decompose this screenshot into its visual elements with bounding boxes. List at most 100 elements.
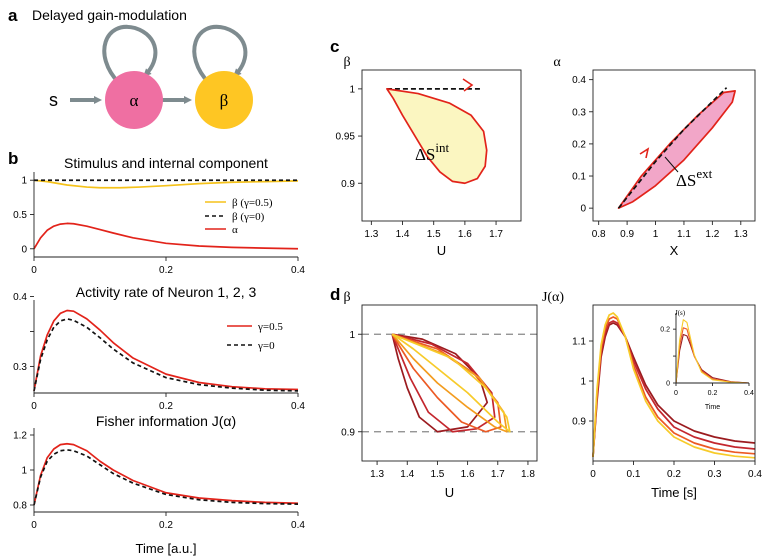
d3-x-tick-label: 0.2 (708, 390, 718, 397)
beta-self-loop-arrow (192, 24, 248, 85)
b3-x-tick-label: 0.4 (291, 520, 305, 531)
b3-x-axis-label: Time [a.u.] (136, 541, 197, 556)
d3-x-axis-label: Time (705, 404, 720, 411)
annotation-pointer-delta-s-ext (664, 156, 679, 173)
b2-title: Activity rate of Neuron 1, 2, 3 (76, 284, 257, 300)
d3-y-axis-label: J(s) (675, 309, 686, 317)
d1-series-loop-4 (391, 333, 508, 433)
d1-x-tick-label: 1.6 (461, 469, 475, 480)
b2-x-tick-label: 0 (31, 401, 37, 412)
c2-x-tick-label: 0.8 (592, 229, 606, 240)
d2-y-tick-label: 1 (580, 377, 586, 388)
c2-y-tick-label: 0.1 (572, 172, 586, 183)
legend-label-gamma0: γ=0 (257, 340, 275, 352)
b3-y-tick-label: 0.8 (13, 501, 27, 512)
b1-y-tick-label: 0 (21, 244, 27, 255)
c1-y-axis-label: β (343, 55, 350, 70)
b3-y-tick-label: 1 (21, 466, 27, 477)
panel-label-d: d (330, 285, 340, 304)
b1-y-tick-label: 0.5 (13, 210, 27, 221)
d2-y-tick-label: 0.9 (572, 417, 586, 428)
chart-j-alpha-time: 0 0.1 0.2 0.3 0.4 0.9 1 1.1 Time [s] J(α) (542, 290, 762, 500)
c2-axes-frame (592, 69, 756, 222)
b3-x-tick-label: 0.2 (159, 520, 173, 531)
legend-label-beta-gamma0: β (γ=0) (232, 211, 265, 223)
beta-node-label: β (220, 91, 229, 110)
d1-x-tick-label: 1.3 (370, 469, 384, 480)
d2-x-tick-label: 0.3 (708, 469, 722, 480)
b1-x-tick-label: 0.4 (291, 265, 305, 276)
d2-series-curve-4 (592, 312, 756, 459)
b3-series--0-5 (33, 442, 299, 506)
alpha-node-label: α (130, 91, 139, 110)
d2-x-tick-label: 0 (590, 469, 596, 480)
d1-series-loop-5 (391, 333, 511, 433)
c2-y-tick-label: 0.2 (572, 139, 586, 150)
chart-x-alpha-loop: 0.8 0.9 1 1.1 1.2 1.3 0 0.1 0.2 0.3 0.4 Xα (553, 55, 756, 258)
b1-series-- (33, 222, 299, 250)
b3-title: Fisher information J(α) (96, 413, 236, 429)
c2-x-tick-label: 1.1 (677, 229, 691, 240)
d1-y-tick-label: 1 (349, 330, 355, 341)
chart-stimulus-internal: Stimulus and internal component 0 0.2 0.4 0 0… (13, 155, 305, 276)
d1-x-tick-label: 1.7 (491, 469, 505, 480)
b1-y-tick-label: 1 (21, 176, 27, 187)
legend-b2: γ=0.5 γ=0 (227, 321, 283, 352)
annotation-delta-s-ext: ΔSext (676, 166, 713, 190)
panel-a-title: Delayed gain-modulation (32, 7, 187, 23)
chart-activity-rate: Activity rate of Neuron 1, 2, 3 0 0.2 0.4 0.… (13, 284, 305, 412)
c2-series-dashed-diagonal (617, 87, 728, 209)
d1-x-tick-label: 1.5 (430, 469, 444, 480)
legend-label-beta-gamma05: β (γ=0.5) (232, 197, 273, 209)
d2-x-tick-label: 0.1 (627, 469, 641, 480)
b2-y-tick-label: 0.3 (13, 362, 27, 373)
legend-label-gamma05: γ=0.5 (257, 321, 283, 333)
b3-series--0 (33, 449, 299, 506)
c2-x-axis-label: X (670, 243, 679, 258)
c2-y-axis-label: α (553, 55, 561, 70)
loop-direction-arrow-c2 (639, 147, 650, 159)
d1-y-axis-label: β (343, 290, 350, 305)
alpha-node (105, 71, 163, 129)
d3-x-tick-label: 0.4 (744, 390, 754, 397)
c1-x-tick-label: 1.6 (458, 229, 472, 240)
b2-series--0 (33, 318, 299, 392)
d3-y-tick-label: 0.2 (660, 327, 670, 334)
input-label-s: s (49, 90, 58, 110)
panel-label-c: c (330, 37, 339, 56)
b2-x-tick-label: 0.2 (159, 401, 173, 412)
c1-axes-frame (361, 69, 522, 222)
b3-x-tick-label: 0 (31, 520, 37, 531)
b1-series--0-5- (33, 179, 299, 189)
chart-u-beta-loop: 1.3 1.4 1.5 1.6 1.7 0.9 0.95 1 Uβ (336, 55, 522, 258)
d2-y-tick-label: 1.1 (572, 337, 586, 348)
b1-title: Stimulus and internal component (64, 155, 268, 171)
b2-x-tick-label: 0.4 (291, 401, 305, 412)
b3-y-tick-label: 1.2 (13, 431, 27, 442)
c1-y-tick-label: 1 (349, 84, 355, 95)
d2-x-tick-label: 0.4 (748, 469, 762, 480)
c2-x-tick-label: 0.9 (620, 229, 634, 240)
d2-x-axis-label: Time [s] (651, 485, 697, 500)
d3-y-tick-label: 0 (666, 380, 670, 387)
alpha-self-loop-arrow (102, 24, 158, 85)
c2-x-tick-label: 1.2 (705, 229, 719, 240)
b1-x-tick-label: 0.2 (159, 265, 173, 276)
c1-x-tick-label: 1.4 (396, 229, 410, 240)
loop-direction-arrow-c1 (462, 78, 474, 92)
annotation-delta-s-int: ΔSint (415, 140, 450, 164)
gain-modulation-diagram: s α β (49, 24, 253, 129)
c1-x-axis-label: U (437, 243, 446, 258)
c1-x-tick-label: 1.5 (427, 229, 441, 240)
b1-x-tick-label: 0 (31, 265, 37, 276)
d2-x-tick-label: 0.2 (667, 469, 681, 480)
c2-x-tick-label: 1.3 (734, 229, 748, 240)
beta-node (195, 71, 253, 129)
legend-label-alpha: α (232, 224, 238, 236)
d1-y-tick-label: 0.9 (341, 427, 355, 438)
d3-series-inset-1 (675, 333, 750, 384)
d1-x-tick-label: 1.4 (400, 469, 414, 480)
c1-y-tick-label: 0.95 (336, 132, 356, 143)
d1-series-loop-1 (391, 333, 489, 433)
